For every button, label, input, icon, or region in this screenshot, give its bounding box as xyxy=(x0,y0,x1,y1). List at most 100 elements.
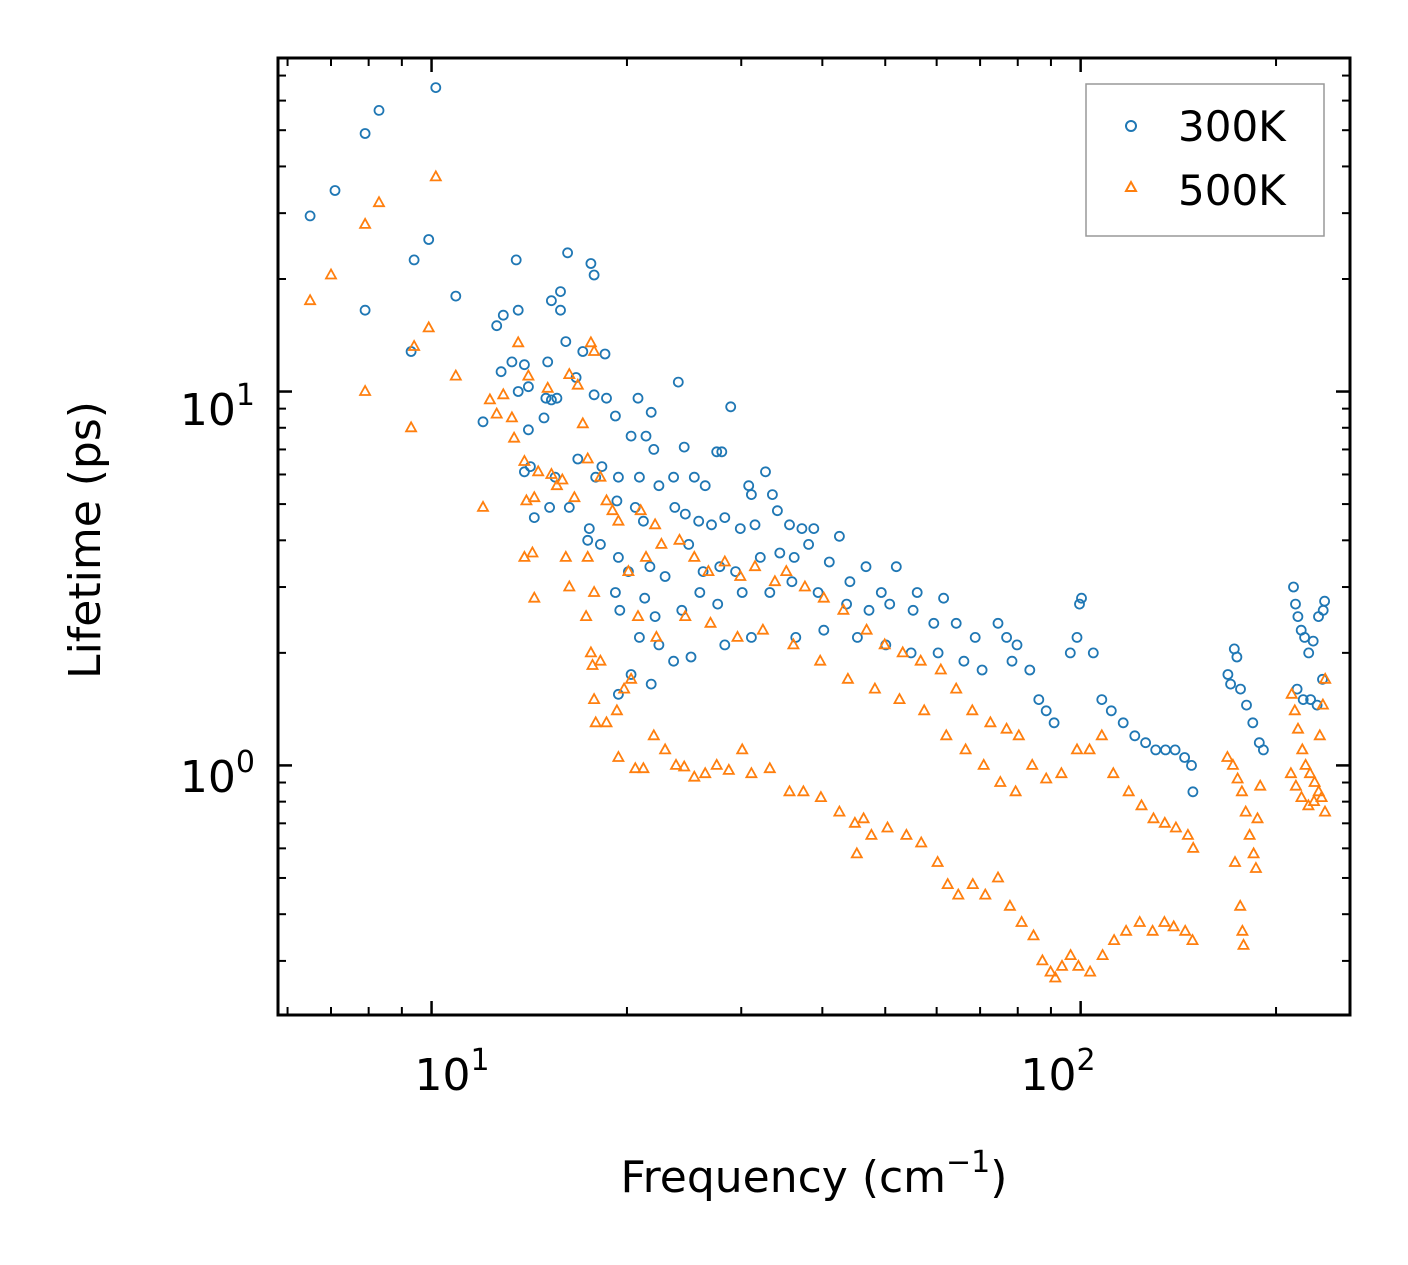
series-500K xyxy=(303,169,1332,983)
data-point-300K xyxy=(551,392,563,404)
data-point-300K xyxy=(613,471,624,483)
data-point-300K xyxy=(992,617,1004,629)
data-point-500K xyxy=(1228,855,1242,867)
data-point-500K xyxy=(1134,798,1149,811)
data-point-300K xyxy=(932,647,944,659)
data-point-500K xyxy=(1307,794,1321,806)
data-point-500K xyxy=(1239,804,1253,817)
data-point-300K xyxy=(719,639,731,651)
data-point-500K xyxy=(599,715,614,728)
data-point-500K xyxy=(1009,784,1023,797)
data-point-300K xyxy=(928,617,940,629)
data-point-300K xyxy=(596,461,608,473)
data-point-300K xyxy=(1150,744,1162,756)
data-point-300K xyxy=(519,359,530,371)
data-point-300K xyxy=(555,304,566,316)
data-point-300K xyxy=(1076,592,1087,604)
data-point-500K xyxy=(1294,790,1309,802)
data-point-500K xyxy=(587,344,601,356)
data-point-300K xyxy=(958,655,970,667)
data-point-300K xyxy=(1303,647,1315,659)
data-point-300K xyxy=(784,519,795,531)
data-point-300K xyxy=(423,234,435,245)
data-point-500K xyxy=(718,554,732,567)
data-point-300K xyxy=(860,561,872,573)
data-point-500K xyxy=(1315,790,1329,802)
data-point-300K xyxy=(1011,639,1023,651)
legend-label-300k: 300K xyxy=(1178,102,1287,151)
data-point-300K xyxy=(408,254,420,266)
data-point-500K xyxy=(896,645,910,658)
data-point-500K xyxy=(628,761,642,774)
data-point-500K xyxy=(555,472,569,485)
data-point-300K xyxy=(1186,760,1197,771)
data-point-300K xyxy=(734,523,746,534)
data-point-500K xyxy=(1133,915,1147,927)
data-point-300K xyxy=(555,286,566,298)
data-point-500K xyxy=(1288,703,1302,716)
data-point-500K xyxy=(687,550,701,562)
data-point-500K xyxy=(1096,948,1110,960)
data-point-300K xyxy=(405,346,417,357)
data-point-300K xyxy=(719,512,731,523)
data-point-500K xyxy=(1231,771,1245,784)
data-point-300K xyxy=(634,632,645,643)
data-point-300K xyxy=(714,561,726,573)
data-point-300K xyxy=(706,519,717,531)
data-point-500K xyxy=(511,335,525,348)
data-point-300K xyxy=(645,678,657,690)
data-point-300K xyxy=(678,441,690,453)
data-point-300K xyxy=(373,105,385,116)
data-point-500K xyxy=(605,503,620,516)
data-point-300K xyxy=(583,523,595,534)
data-point-300K xyxy=(644,561,656,573)
data-point-500K xyxy=(649,630,663,642)
data-point-300K xyxy=(525,461,536,473)
data-point-300K xyxy=(497,309,509,321)
data-point-300K xyxy=(582,534,594,546)
data-point-300K xyxy=(599,348,611,360)
data-point-500K xyxy=(1235,923,1249,936)
data-point-300K xyxy=(1231,651,1243,663)
data-point-500K xyxy=(1249,861,1263,873)
y-tick-label-10-1: 101 xyxy=(180,378,255,436)
data-point-500K xyxy=(1003,898,1017,911)
data-point-500K xyxy=(703,615,718,628)
data-point-500K xyxy=(1035,953,1049,966)
data-point-300K xyxy=(614,604,626,616)
y-tick-label-10-0: 100 xyxy=(180,745,255,803)
data-point-500K xyxy=(1186,841,1200,853)
legend-marker-500k xyxy=(1124,179,1138,192)
data-point-300K xyxy=(1096,694,1108,705)
data-point-500K xyxy=(899,828,913,840)
data-point-500K xyxy=(531,464,545,477)
data-point-500K xyxy=(756,622,770,635)
data-point-300K xyxy=(976,664,988,676)
data-point-500K xyxy=(562,579,576,592)
data-point-300K xyxy=(638,515,649,527)
data-point-300K xyxy=(808,523,820,534)
data-point-500K xyxy=(372,195,386,208)
data-point-300K xyxy=(1225,678,1236,690)
data-point-500K xyxy=(722,763,736,775)
data-point-300K xyxy=(844,576,856,588)
data-point-300K xyxy=(659,571,671,582)
data-point-300K xyxy=(796,523,808,534)
data-point-300K xyxy=(610,587,621,598)
data-point-300K xyxy=(716,446,728,458)
data-point-500K xyxy=(917,703,931,716)
data-point-500K xyxy=(939,728,953,741)
data-point-500K xyxy=(581,451,595,464)
data-point-500K xyxy=(567,490,581,503)
data-point-500K xyxy=(490,406,504,419)
data-point-500K xyxy=(611,750,625,762)
data-point-300K xyxy=(841,598,852,610)
data-point-500K xyxy=(658,742,672,755)
data-point-500K xyxy=(934,662,948,675)
data-point-500K xyxy=(496,387,510,400)
data-point-300K xyxy=(625,669,637,680)
data-point-300K xyxy=(711,446,723,458)
x-tick-label-10-2: 102 xyxy=(1020,1043,1095,1101)
data-point-300K xyxy=(359,128,371,139)
data-point-300K xyxy=(1299,632,1310,643)
